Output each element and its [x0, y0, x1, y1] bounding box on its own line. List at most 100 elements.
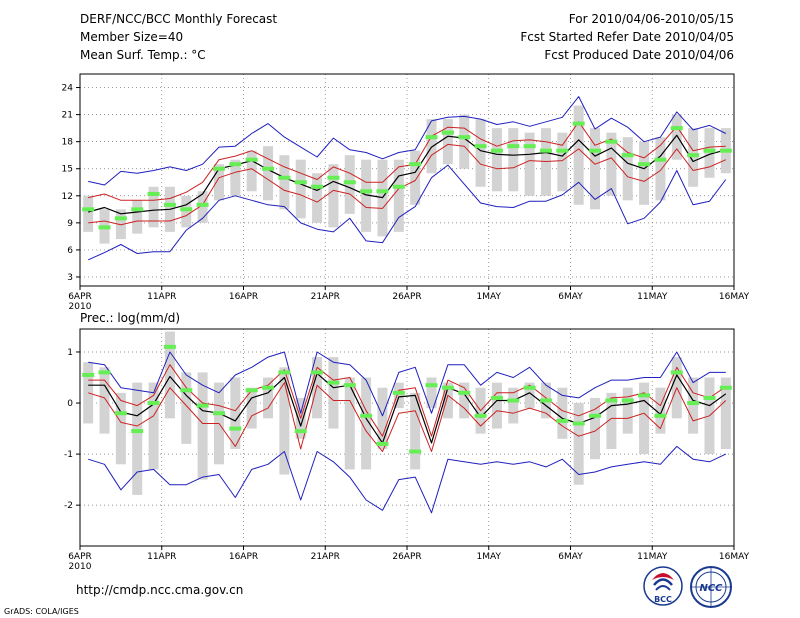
ensemble-box — [442, 382, 453, 419]
median-marker — [376, 189, 389, 194]
median-marker — [180, 388, 193, 393]
plot-frame — [79, 328, 735, 547]
median-marker — [196, 202, 209, 207]
median-marker — [654, 157, 667, 162]
ensemble-box — [606, 132, 617, 196]
envelope-upper-line — [88, 96, 727, 186]
median-marker — [703, 395, 716, 400]
median-marker — [245, 157, 258, 162]
ensemble-box — [230, 377, 241, 449]
x-tick-label: 16APR — [229, 552, 258, 562]
y-tick-label: 9 — [67, 219, 73, 229]
median-marker — [163, 202, 176, 207]
median-marker — [539, 148, 552, 153]
ensemble-box — [115, 392, 126, 465]
median-marker — [670, 370, 683, 375]
ncc-logo: NCC — [690, 566, 732, 608]
forecast-produced-date: Fcst Produced Date 2010/04/06 — [544, 48, 734, 62]
ensemble-box — [557, 132, 568, 192]
median-marker — [474, 413, 487, 418]
ensemble-box — [459, 382, 470, 419]
median-marker — [360, 189, 373, 194]
envelope-upper-line — [88, 351, 726, 417]
precip-panel-title: Prec.: log(mm/d) — [80, 311, 180, 325]
ensemble-box — [361, 377, 372, 470]
ensemble-box — [606, 392, 617, 449]
ensemble-mean-line — [88, 134, 726, 215]
ensemble-box — [181, 195, 192, 228]
y-tick-label: -1 — [64, 450, 73, 460]
x-tick-label: 6MAY — [558, 292, 583, 302]
x-tick-label: 26APR — [392, 552, 421, 562]
x-tick-label: 21APR — [311, 552, 340, 562]
median-marker — [670, 126, 683, 131]
median-marker — [409, 449, 422, 454]
median-marker — [638, 162, 651, 167]
ensemble-box — [524, 132, 535, 196]
median-marker — [523, 144, 536, 149]
bcc-logo-text: BCC — [654, 595, 672, 604]
median-marker — [687, 153, 700, 158]
ensemble-box — [328, 164, 339, 228]
ensemble-box — [148, 382, 159, 470]
ensemble-box — [590, 128, 601, 210]
forecast-start-date: Fcst Started Refer Date 2010/04/05 — [520, 30, 734, 44]
ensemble-box — [164, 331, 175, 419]
median-marker — [441, 385, 454, 390]
ensemble-box — [295, 159, 306, 219]
ensemble-box — [132, 382, 143, 495]
ensemble-box — [312, 357, 323, 419]
x-tick-label: 6APR — [68, 552, 92, 562]
ensemble-box — [639, 382, 650, 455]
envelope-lower-line — [87, 164, 727, 261]
x-tick-year-label: 2010 — [69, 302, 92, 312]
median-marker — [131, 207, 144, 212]
median-marker — [98, 225, 111, 230]
ensemble-box — [213, 164, 224, 201]
ensemble-box — [393, 382, 404, 409]
y-tick-label: 15 — [62, 165, 73, 175]
ensemble-box — [573, 105, 584, 205]
ensemble-box — [410, 392, 421, 470]
ensemble-box — [622, 137, 633, 201]
median-marker — [441, 130, 454, 135]
median-marker — [196, 403, 209, 408]
ensemble-box — [132, 200, 143, 234]
ensemble-box — [393, 159, 404, 232]
x-tick-label: 16APR — [229, 292, 258, 302]
ensemble-box — [671, 114, 682, 160]
median-marker — [294, 429, 307, 434]
y-tick-label: 0 — [67, 399, 73, 409]
median-marker — [458, 390, 471, 395]
x-tick-label: 1MAY — [477, 292, 502, 302]
median-marker — [572, 421, 585, 426]
median-marker — [703, 148, 716, 153]
bcc-logo: BCC — [643, 566, 683, 606]
ensemble-box — [263, 377, 274, 419]
ensemble-box — [491, 382, 502, 429]
median-marker — [409, 162, 422, 167]
source-url[interactable]: http://cmdp.ncc.cma.gov.cn — [76, 583, 243, 597]
median-marker — [605, 139, 618, 144]
ensemble-box — [524, 382, 535, 409]
ensemble-box — [704, 128, 715, 178]
median-marker — [278, 175, 291, 180]
ensemble-box — [197, 372, 208, 480]
median-marker — [229, 162, 242, 167]
median-marker — [114, 216, 127, 221]
median-marker — [376, 441, 389, 446]
ensemble-box — [377, 387, 388, 449]
x-tick-label: 11MAY — [637, 552, 668, 562]
ensemble-box — [181, 372, 192, 444]
median-marker — [294, 180, 307, 185]
median-marker — [147, 401, 160, 406]
median-marker — [180, 207, 193, 212]
median-marker — [605, 398, 618, 403]
x-tick-year-label: 2010 — [69, 562, 92, 572]
median-marker — [556, 418, 569, 423]
ensemble-box — [459, 114, 470, 169]
spread-upper-line — [88, 364, 727, 437]
